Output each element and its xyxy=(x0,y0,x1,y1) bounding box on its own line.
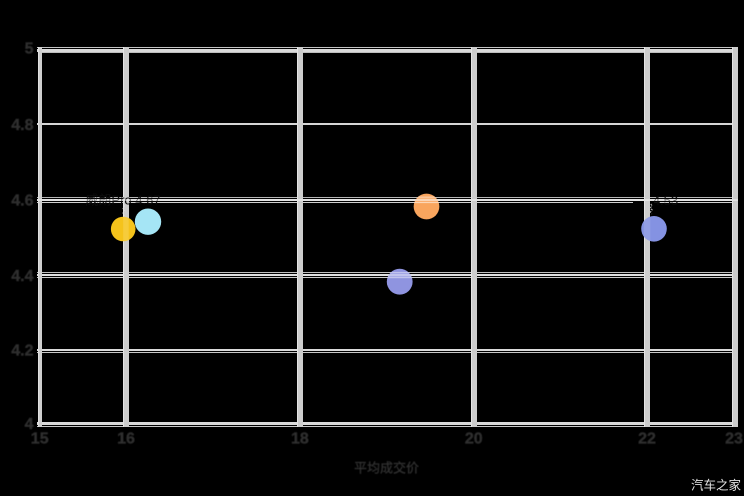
svg-text:4: 4 xyxy=(25,416,34,433)
svg-text:20: 20 xyxy=(465,431,483,448)
svg-text:4.6: 4.6 xyxy=(11,193,33,210)
svg-text:22: 22 xyxy=(638,431,656,448)
svg-text:威朗Pro 4.67: 威朗Pro 4.67 xyxy=(85,193,160,208)
svg-text:18: 18 xyxy=(291,431,309,448)
svg-text:平均成交价: 平均成交价 xyxy=(354,461,419,476)
svg-text:16: 16 xyxy=(117,431,135,448)
svg-text:4.8: 4.8 xyxy=(11,117,33,134)
svg-text:汽车之家: 汽车之家 xyxy=(691,478,742,493)
svg-text:5: 5 xyxy=(25,40,34,57)
svg-text:23: 23 xyxy=(725,431,743,448)
svg-text:4.4: 4.4 xyxy=(11,268,33,285)
svg-text:15: 15 xyxy=(31,431,49,448)
svg-text:4.53: 4.53 xyxy=(653,193,678,208)
svg-text:4.2: 4.2 xyxy=(11,342,33,359)
